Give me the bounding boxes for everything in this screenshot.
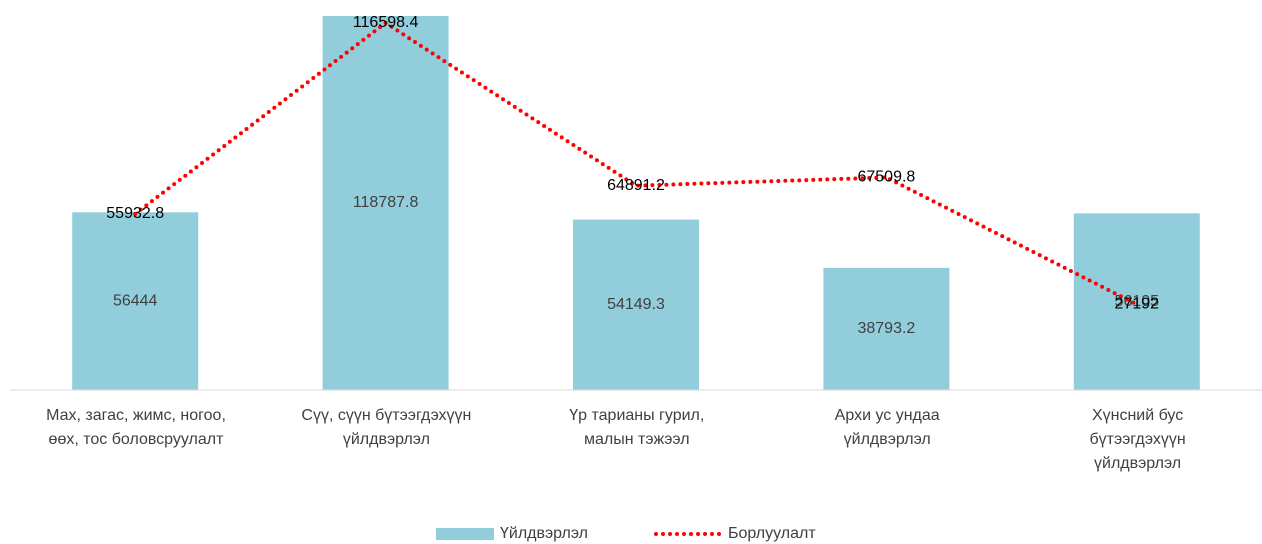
line [133, 20, 1139, 307]
bar-label: 54149.3 [607, 296, 665, 313]
bar-label: 56444 [113, 292, 158, 309]
line-label: 67509.8 [857, 169, 915, 186]
line-label: 27192 [1115, 296, 1160, 313]
x-tick-label: Хүнсний бус бүтээгдэхүүн үйлдвэрлэл [1089, 407, 1186, 472]
line-label: 116598.4 [353, 14, 419, 31]
bar [823, 267, 950, 390]
line-label: 55932.8 [106, 205, 164, 222]
x-tick-label: Сүү, сүүн бүтээгдэхүүн үйлдвэрлэл [301, 407, 472, 448]
x-tick-label: Мах, загас, жимс, ногоо, өөх, тос боловс… [46, 407, 226, 448]
legend-label: Борлуулалт [728, 525, 816, 542]
bar-label: 56105 [1115, 293, 1160, 310]
bar [1073, 213, 1200, 390]
bar-label: 118787.8 [353, 194, 419, 211]
bar [72, 212, 199, 390]
x-tick-label: Үр тарианы гурил, малын тэжээл [569, 407, 705, 448]
x-tick-label: Архи ус ундаа үйлдвэрлэл [834, 407, 940, 448]
line-label: 64891.2 [607, 177, 665, 194]
legend-label: Үйлдвэрлэл [500, 525, 588, 542]
legend-swatch [436, 528, 494, 540]
bar [573, 219, 699, 390]
bar [322, 16, 449, 390]
bar-label: 38793.2 [857, 320, 915, 337]
